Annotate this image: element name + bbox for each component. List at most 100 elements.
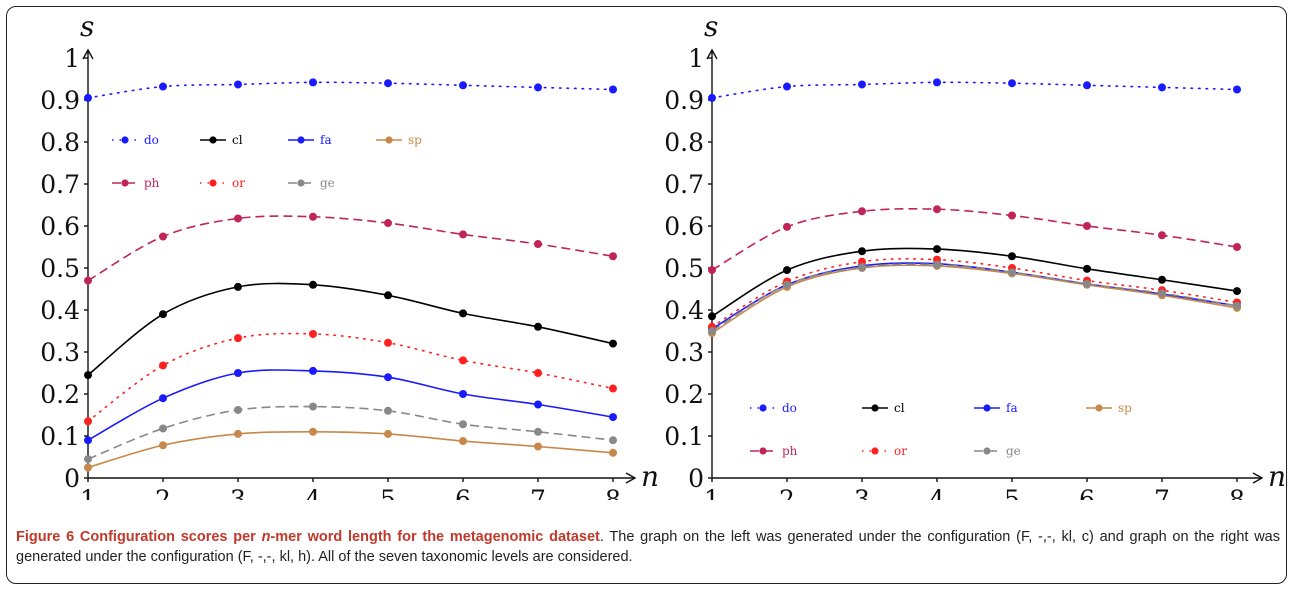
- data-point-or: [609, 384, 617, 393]
- data-point-cl: [1083, 264, 1091, 273]
- y-tick-label: 0.6: [40, 212, 80, 241]
- y-tick-label: 0.1: [664, 422, 704, 451]
- data-point-ge: [159, 424, 167, 433]
- y-tick-label: 0.3: [664, 338, 704, 367]
- y-tick-label: 0.6: [664, 212, 704, 241]
- y-tick-label: 1: [688, 44, 704, 73]
- data-point-ph: [858, 207, 866, 216]
- y-axis-label: s: [80, 10, 94, 43]
- figure-caption: Figure 6 Configuration scores per n-mer …: [16, 527, 1280, 567]
- data-point-ge: [609, 436, 617, 445]
- data-point-ph: [1158, 231, 1166, 240]
- data-point-cl: [384, 291, 392, 300]
- data-point-fa: [459, 390, 467, 398]
- data-point-do: [708, 93, 716, 102]
- data-point-do: [384, 79, 392, 88]
- series-line-do: [87, 81, 614, 99]
- legend-label-sp: sp: [408, 133, 422, 147]
- data-point-ph: [783, 222, 791, 231]
- data-point-or: [309, 329, 317, 338]
- series-line-sp: [87, 430, 614, 469]
- legend-marker-sp: [1095, 404, 1103, 412]
- data-point-ph: [459, 230, 467, 239]
- figure-frame: [6, 6, 1287, 584]
- legend-marker-sp: [385, 136, 393, 144]
- data-point-ge: [783, 280, 791, 289]
- x-axis-label: n: [1268, 460, 1286, 493]
- x-tick-label: 7: [1154, 485, 1170, 500]
- x-tick-label: 1: [80, 485, 96, 500]
- legend-label-or: or: [894, 444, 907, 458]
- data-point-ge: [534, 427, 542, 436]
- y-tick-label: 0.8: [664, 128, 704, 157]
- data-point-ge: [1233, 301, 1241, 310]
- x-tick-label: 8: [605, 485, 621, 500]
- data-point-do: [234, 80, 242, 89]
- data-point-do: [858, 80, 866, 89]
- x-tick-label: 1: [704, 485, 720, 500]
- series-line-ge: [87, 405, 614, 460]
- legend-label-fa: fa: [320, 133, 332, 147]
- right-chart: n s 0 0.1 0.2 0.3 0.4 0.5 0.6 0.7 0.8 0.9 1 1 2 3 4 5 6 7 8 d…: [664, 10, 1286, 500]
- data-point-or: [84, 417, 92, 426]
- y-tick-label: 1: [64, 44, 80, 73]
- data-point-fa: [159, 394, 167, 403]
- y-axis-arrow: [706, 48, 718, 60]
- series-line-sp: [711, 264, 1238, 334]
- data-point-sp: [384, 429, 392, 438]
- legend-label-ph: ph: [782, 444, 798, 458]
- legend-label-cl: cl: [232, 133, 243, 147]
- data-point-ph: [234, 214, 242, 223]
- legend-marker-ph: [121, 179, 129, 187]
- legend-label-sp: sp: [1118, 401, 1132, 415]
- legend-marker-or: [209, 179, 217, 187]
- x-axis-arrow: [1252, 472, 1264, 484]
- legend-label-cl: cl: [894, 401, 905, 415]
- legend-label-do: do: [144, 133, 159, 147]
- data-point-ge: [1008, 268, 1016, 277]
- caption-title: Figure 6 Configuration scores per n-mer …: [16, 529, 600, 545]
- data-point-do: [933, 78, 941, 87]
- data-point-cl: [858, 247, 866, 256]
- legend-marker-fa: [983, 404, 991, 412]
- data-point-ge: [459, 420, 467, 429]
- data-point-or: [159, 361, 167, 370]
- caption-body: . The graph on the left was generated un…: [16, 529, 1280, 565]
- data-point-fa: [384, 373, 392, 382]
- data-point-ge: [1158, 289, 1166, 298]
- caption-title-pre: Configuration scores per: [79, 529, 262, 545]
- y-tick-label: 0.9: [40, 86, 80, 115]
- y-tick-label: 0: [64, 464, 80, 493]
- data-point-do: [459, 81, 467, 90]
- data-point-do: [609, 85, 617, 94]
- data-point-ge: [858, 263, 866, 272]
- data-point-or: [459, 356, 467, 365]
- y-tick-label: 0: [688, 464, 704, 493]
- data-point-cl: [708, 312, 716, 321]
- data-point-ph: [609, 252, 617, 261]
- legend-marker-do: [759, 404, 767, 412]
- data-point-do: [534, 83, 542, 92]
- y-tick-label: 0.3: [40, 338, 80, 367]
- data-point-sp: [84, 463, 92, 472]
- data-point-fa: [309, 366, 317, 375]
- data-point-do: [783, 82, 791, 91]
- data-point-ph: [1233, 243, 1241, 251]
- legend-marker-do: [121, 136, 129, 144]
- y-tick-label: 0.7: [664, 170, 704, 199]
- data-point-ph: [84, 276, 92, 285]
- series-line-ph: [711, 207, 1238, 271]
- legend-marker-cl: [871, 404, 879, 412]
- legend-label-ph: ph: [144, 176, 160, 190]
- x-tick-label: 3: [230, 485, 246, 500]
- y-tick-label: 0.1: [40, 422, 80, 451]
- y-tick-label: 0.4: [664, 296, 704, 325]
- data-point-or: [384, 338, 392, 347]
- data-point-cl: [933, 245, 941, 254]
- data-point-sp: [309, 427, 317, 436]
- data-point-sp: [459, 437, 467, 446]
- charts-area: n s 0 0.1 0.2 0.3 0.4 0.5 0.6 0.7 0.8 0.9 1 1 2 3 4 5 6 7 8 d…: [40, 10, 1286, 500]
- data-point-do: [159, 82, 167, 91]
- x-axis-label: n: [641, 460, 659, 493]
- legend-marker-fa: [297, 136, 305, 144]
